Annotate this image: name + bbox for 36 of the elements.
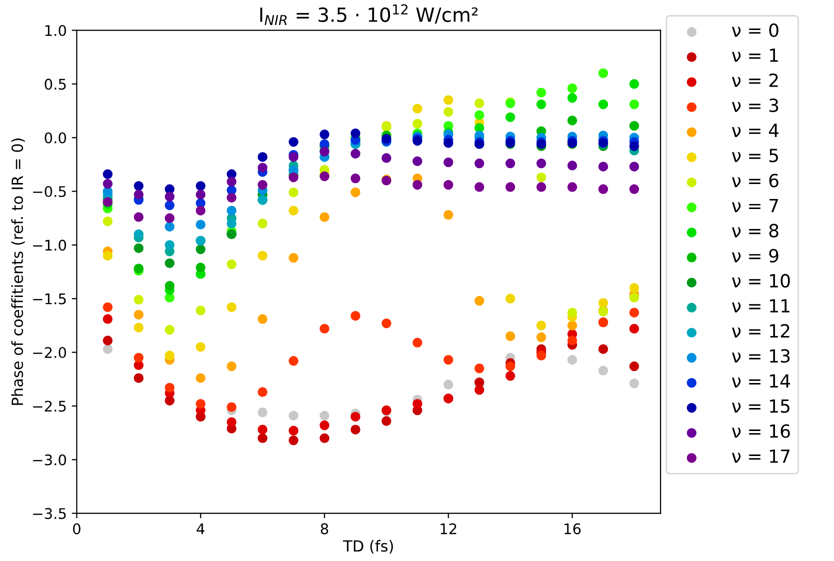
legend-label: ν = 3	[732, 98, 778, 112]
legend-label: ν = 7	[732, 198, 778, 212]
x-tick-label: 4	[196, 523, 204, 534]
chart-title: I$_{NIR}$ = 3.5 · 10$^{12}$ W/cm²	[260, 4, 478, 25]
legend-label: ν = 16	[732, 424, 790, 438]
legend-label: ν = 13	[732, 349, 790, 363]
x-axis-title: TD (fs)	[342, 540, 393, 554]
legend-label: ν = 5	[732, 148, 778, 162]
y-tick-label: −0.5	[33, 186, 66, 198]
legend-label: ν = 2	[732, 73, 778, 87]
y-tick-label: −2.0	[33, 347, 66, 358]
x-tick-label: 8	[320, 523, 328, 534]
legend-label: ν = 0	[732, 23, 778, 37]
legend-label: ν = 11	[732, 299, 790, 312]
legend-label: ν = 17	[732, 450, 790, 463]
legend-label: ν = 14	[732, 374, 790, 388]
y-tick-label: 1.0	[45, 25, 66, 36]
legend-label: ν = 15	[732, 399, 790, 413]
x-tick-label: 12	[440, 523, 456, 534]
legend-label: ν = 6	[732, 174, 778, 188]
y-axis-title: Phase of coeffitients (ref. to IR = 0)	[11, 138, 25, 405]
y-tick-label: 0.5	[44, 78, 66, 90]
y-tick-label: −3.5	[33, 508, 66, 520]
x-tick-label: 0	[73, 523, 80, 534]
legend-label: ν = 1	[732, 48, 778, 62]
y-tick-label: −3.0	[33, 454, 66, 466]
y-tick-label: −1.5	[33, 294, 66, 304]
x-tick-label: 16	[564, 523, 581, 534]
y-tick-label: −1.0	[33, 240, 66, 251]
legend-label: ν = 12	[732, 324, 790, 338]
legend-label: ν = 4	[732, 124, 779, 137]
legend-label: ν = 10	[732, 274, 790, 288]
y-tick-label: 0.0	[44, 132, 66, 144]
legend-label: ν = 8	[732, 224, 778, 238]
y-tick-label: −2.5	[33, 400, 66, 412]
legend-label: ν = 9	[732, 248, 778, 263]
